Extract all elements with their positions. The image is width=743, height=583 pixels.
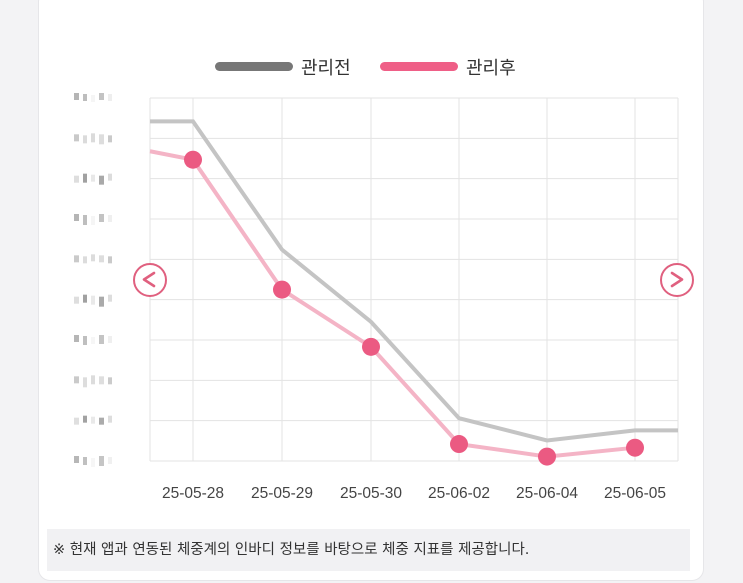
- chevron-right-icon: [670, 271, 684, 288]
- chart-legend: 관리전 관리후: [215, 58, 516, 79]
- y-tick-label-obscured: [74, 335, 112, 345]
- y-tick-label-obscured: [74, 294, 112, 307]
- y-tick-label-obscured: [74, 173, 112, 185]
- chart-markers: [184, 150, 644, 466]
- y-tick-label-obscured: [74, 375, 112, 388]
- y-tick-label-obscured: [74, 254, 112, 264]
- x-tick-label: 25-05-29: [251, 485, 313, 502]
- y-axis-tick-labels: [74, 93, 112, 467]
- prev-period-button[interactable]: [133, 263, 167, 297]
- chart-lines: [149, 119, 678, 459]
- data-point-marker: [626, 438, 644, 457]
- y-tick-label-obscured: [74, 93, 112, 102]
- legend-label: 관리후: [466, 58, 516, 79]
- legend-item: 관리전: [215, 58, 351, 79]
- data-point-marker: [273, 280, 291, 299]
- next-period-button[interactable]: [660, 263, 694, 297]
- y-tick-label-obscured: [74, 133, 112, 145]
- y-tick-label-obscured: [74, 415, 112, 425]
- x-axis-tick-labels: 25-05-28 25-05-29 25-05-30 25-06-02 25-06-04…: [162, 485, 666, 502]
- legend-label: 관리전: [301, 58, 351, 79]
- data-point-marker: [362, 337, 380, 356]
- x-tick-label: 25-06-05: [604, 485, 666, 502]
- chart-grid: [149, 97, 679, 462]
- y-tick-label-obscured: [74, 456, 112, 467]
- x-tick-label: 25-06-04: [516, 485, 578, 502]
- y-tick-label-obscured: [74, 214, 112, 225]
- x-tick-label: 25-05-30: [340, 485, 402, 502]
- legend-swatch: [215, 62, 293, 71]
- legend-item: 관리후: [380, 58, 516, 79]
- info-note: ※ 현재 앱과 연동된 체중계의 인바디 정보를 바탕으로 체중 지표를 제공합…: [47, 529, 690, 571]
- chevron-left-icon: [142, 271, 156, 288]
- x-tick-label: 25-05-28: [162, 485, 224, 502]
- data-point-marker: [184, 150, 202, 169]
- series-line-after: [149, 149, 636, 459]
- legend-swatch: [380, 62, 458, 71]
- data-point-marker: [538, 447, 556, 466]
- series-line-before: [150, 119, 678, 443]
- data-point-marker: [450, 435, 468, 454]
- x-tick-label: 25-06-02: [428, 485, 490, 502]
